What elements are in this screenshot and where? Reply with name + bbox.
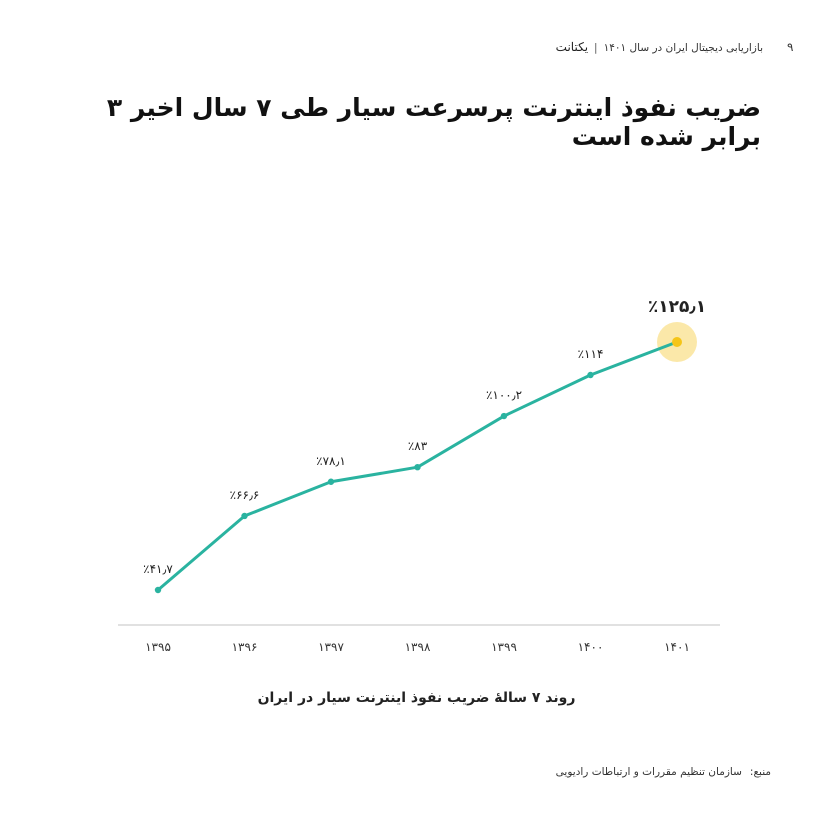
data-point — [414, 463, 421, 471]
page-number: ۹ — [787, 40, 794, 54]
data-point — [500, 412, 508, 420]
data-point — [241, 512, 248, 520]
data-point — [672, 337, 682, 347]
data-label: ٪۱۱۴ — [578, 347, 604, 361]
brand-logo: یکتانت — [555, 40, 589, 54]
x-tick-label: ۱۳۹۸ — [405, 640, 431, 654]
x-tick-label: ۱۴۰۱ — [664, 640, 690, 654]
source-text: سازمان تنظیم مقررات و ارتباطات رادیویی — [555, 766, 742, 778]
data-point — [587, 371, 594, 379]
x-tick-label: ۱۴۰۰ — [578, 640, 604, 654]
x-tick-label: ۱۳۹۶ — [232, 640, 258, 654]
data-label: ٪۱۰۰٫۲ — [486, 388, 522, 402]
page-title: ضریب نفوذ اینترنت پرسرعت سیار طی ۷ سال ا… — [106, 93, 761, 151]
header-bar: بازاریابی دیجیتال ایران در سال ۱۴۰۱ | یکتا… — [556, 40, 763, 54]
source-label: منبع: — [749, 766, 771, 778]
x-tick-label: ۱۳۹۵ — [145, 640, 171, 654]
source-note: منبع: سازمان تنظیم مقررات و ارتباطات رادی… — [556, 766, 771, 778]
data-label: ٪۱۲۵٫۱ — [648, 297, 706, 317]
data-label: ٪۴۱٫۷ — [143, 562, 173, 576]
x-tick-label: ۱۳۹۷ — [318, 640, 344, 654]
report-title: بازاریابی دیجیتال ایران در سال ۱۴۰۱ — [603, 42, 763, 54]
data-label: ٪۸۳ — [408, 439, 428, 453]
data-label: ٪۷۸٫۱ — [316, 454, 346, 468]
data-point — [327, 478, 335, 485]
header-separator: | — [594, 42, 598, 54]
data-label: ٪۶۶٫۶ — [230, 488, 260, 502]
x-tick-label: ۱۳۹۹ — [491, 640, 517, 654]
data-point — [154, 586, 162, 594]
chart-caption: روند ۷ سالهٔ ضریب نفوذ اینترنت سیار در ا… — [257, 690, 576, 706]
